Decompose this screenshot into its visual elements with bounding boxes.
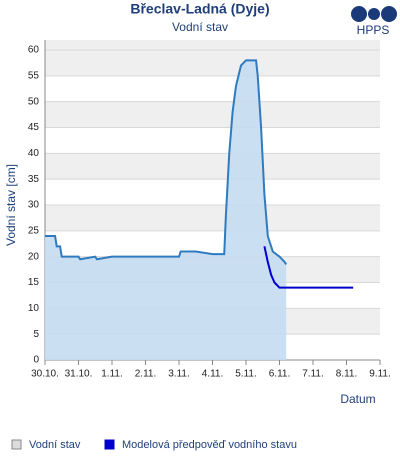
x-tick-label: 1.11. (101, 369, 123, 380)
y-tick-label: 35 (28, 174, 40, 185)
x-tick-label: 2.11. (135, 369, 157, 380)
x-tick-label: 9.11. (369, 369, 391, 380)
grid-band (45, 101, 380, 128)
area (45, 60, 287, 360)
x-tick-label: 7.11. (302, 369, 324, 380)
line (45, 59, 288, 265)
y-tick-label: 20 (28, 251, 40, 262)
y-tick-label: 30 (28, 200, 40, 211)
y-tick-label: 45 (28, 122, 40, 133)
y-tick-label: 25 (28, 225, 40, 236)
x-tick-label: 4.11. (202, 369, 224, 380)
y-tick-label: 55 (28, 70, 40, 81)
x-tick-label: 31.10. (65, 369, 93, 380)
chart-subtitle: Vodní stav (172, 20, 228, 34)
plot-top-band (45, 40, 380, 50)
logo-text: HPPS (357, 23, 390, 37)
legend-label: Modelová předpověď vodního stavu (122, 439, 297, 451)
grid-band (45, 205, 380, 231)
legend-swatch (104, 439, 115, 450)
x-axis-label: Datum (340, 392, 375, 406)
legend-label: Vodní stav (29, 439, 81, 451)
y-axis-label: Vodní stav [cm] (4, 164, 18, 246)
logo: HPPS (351, 6, 397, 37)
x-tick-label: 8.11. (336, 369, 358, 380)
x-tick-label: 6.11. (269, 369, 291, 380)
chart-title: Břeclav-Ladná (Dyje) (130, 1, 269, 17)
x-tick-label: 3.11. (168, 369, 190, 380)
y-tick-label: 5 (33, 329, 39, 340)
y-tick-label: 40 (28, 148, 40, 159)
y-tick-label: 0 (33, 355, 39, 366)
y-tick-label: 15 (28, 277, 40, 288)
x-tick-label: 5.11. (235, 369, 257, 380)
legend-swatch (11, 439, 22, 450)
y-tick-label: 50 (28, 96, 40, 107)
y-tick-label: 10 (28, 303, 40, 314)
line (263, 246, 354, 289)
x-tick-label: 30.10. (31, 369, 59, 380)
grid-band (45, 153, 380, 180)
grid-band (45, 50, 380, 76)
y-tick-label: 60 (28, 45, 40, 56)
